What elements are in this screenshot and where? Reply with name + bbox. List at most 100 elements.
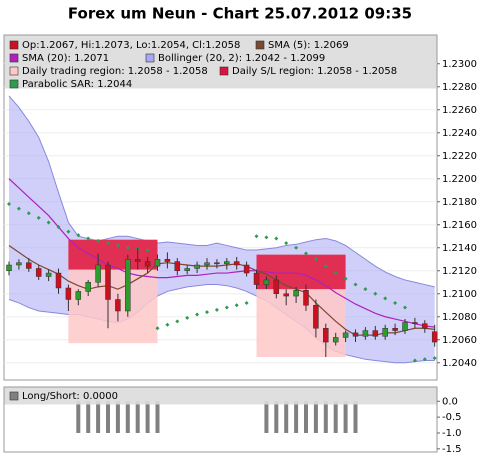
candle-body xyxy=(45,272,52,277)
legend-label: Long/Short: 0.0000 xyxy=(22,391,118,402)
candle-body xyxy=(362,330,369,337)
y-tick-label: 1.2220 xyxy=(442,151,477,162)
candle-body xyxy=(174,261,181,271)
candle-body xyxy=(105,264,111,300)
legend-box xyxy=(4,35,437,89)
legend-swatch xyxy=(255,40,265,50)
sar-dot xyxy=(313,257,318,262)
sar-dot xyxy=(353,282,358,287)
sar-dot xyxy=(363,287,368,292)
region xyxy=(68,239,158,270)
legend-box xyxy=(4,387,437,405)
bar xyxy=(294,401,299,433)
sar-dot xyxy=(115,243,120,248)
bar xyxy=(86,401,91,433)
sar-dot xyxy=(106,241,110,246)
sar-dot xyxy=(66,229,71,234)
y-tick-label: 1.2260 xyxy=(442,105,477,116)
candle-body xyxy=(224,261,230,265)
sar-dot xyxy=(422,357,427,362)
sar-dot xyxy=(403,305,407,310)
sar-dot xyxy=(165,322,170,327)
candle-body xyxy=(65,287,72,300)
candle-body xyxy=(214,262,220,265)
legend-label: Bollinger (20, 2): 1.2042 - 1.2099 xyxy=(158,53,325,64)
y-tick-label: 1.2280 xyxy=(442,82,477,93)
legend-label: SMA (5): 1.2069 xyxy=(268,40,349,51)
candle-body xyxy=(293,290,299,297)
candle-body xyxy=(303,290,309,306)
y-tick-label: 1.2160 xyxy=(442,220,477,231)
candle-body xyxy=(85,282,91,292)
candle-body xyxy=(75,291,82,300)
legend-swatch xyxy=(9,66,19,76)
candle-body xyxy=(382,328,388,337)
sar-dot xyxy=(205,310,209,315)
y-tick-label: 1.2060 xyxy=(442,335,477,346)
candle-body xyxy=(164,259,171,262)
sar-dot xyxy=(244,300,249,305)
candle-body xyxy=(392,328,398,331)
sar-dot xyxy=(36,215,41,220)
candle-body xyxy=(273,279,280,295)
y-tick-label: -1.5 xyxy=(442,444,462,455)
sar-dot xyxy=(86,236,91,241)
sar-dot xyxy=(195,312,200,317)
candle-body xyxy=(253,272,260,285)
sar-dot xyxy=(373,291,378,296)
sma-line xyxy=(8,178,435,328)
sar-dot xyxy=(412,358,417,363)
candle-body xyxy=(115,299,121,312)
legend-swatch xyxy=(9,40,19,50)
candle-body xyxy=(134,259,141,262)
sar-dot xyxy=(304,251,308,256)
candle-body xyxy=(55,272,62,289)
legend-label: Daily S/L region: 1.2058 - 1.2058 xyxy=(232,66,397,77)
y-tick-label: 1.2120 xyxy=(442,266,477,277)
y-tick-label: 1.2100 xyxy=(442,289,477,300)
candle-body xyxy=(95,264,101,283)
sar-dot xyxy=(26,211,31,216)
candle-body xyxy=(125,259,131,312)
legend-swatch xyxy=(219,66,229,76)
candle-body xyxy=(154,259,161,267)
bar xyxy=(333,401,338,433)
sar-dot xyxy=(224,305,229,310)
y-tick-label: 1.2140 xyxy=(442,243,477,254)
sar-dot xyxy=(254,234,259,239)
bar xyxy=(76,401,81,433)
candle-body xyxy=(342,332,349,338)
sar-dot xyxy=(56,225,61,230)
bar xyxy=(284,401,289,433)
candle-body xyxy=(243,264,250,274)
y-tick-label: 1.2180 xyxy=(442,197,477,208)
sar-dot xyxy=(185,315,190,320)
y-tick-label: 1.2040 xyxy=(442,358,477,369)
candle-body xyxy=(412,322,418,324)
y-tick-label: 1.2300 xyxy=(442,59,477,70)
y-tick-label: -1.0 xyxy=(442,428,462,439)
candle-body xyxy=(184,268,190,272)
sar-dot xyxy=(323,264,328,269)
bar xyxy=(135,401,140,433)
sar-dot xyxy=(16,206,21,211)
candle-body xyxy=(6,264,12,271)
sar-dot xyxy=(155,326,160,331)
sar-dot xyxy=(46,220,51,225)
sar-dot xyxy=(274,236,279,241)
bar xyxy=(313,401,318,433)
candle-body xyxy=(352,332,359,337)
candle-body xyxy=(372,330,379,337)
candle-body xyxy=(431,331,438,343)
bar xyxy=(96,401,101,433)
y-tick-label: -0.5 xyxy=(442,412,462,423)
sar-dot xyxy=(432,356,437,361)
sar-dot xyxy=(383,296,388,301)
bar xyxy=(353,401,358,433)
sar-dot xyxy=(333,271,338,276)
legend-swatch xyxy=(9,391,19,401)
legend-label: Op:1.2067, Hi:1.2073, Lo:1.2054, Cl:1.20… xyxy=(22,40,240,51)
sar-dot xyxy=(175,319,180,324)
candle-body xyxy=(16,262,22,266)
